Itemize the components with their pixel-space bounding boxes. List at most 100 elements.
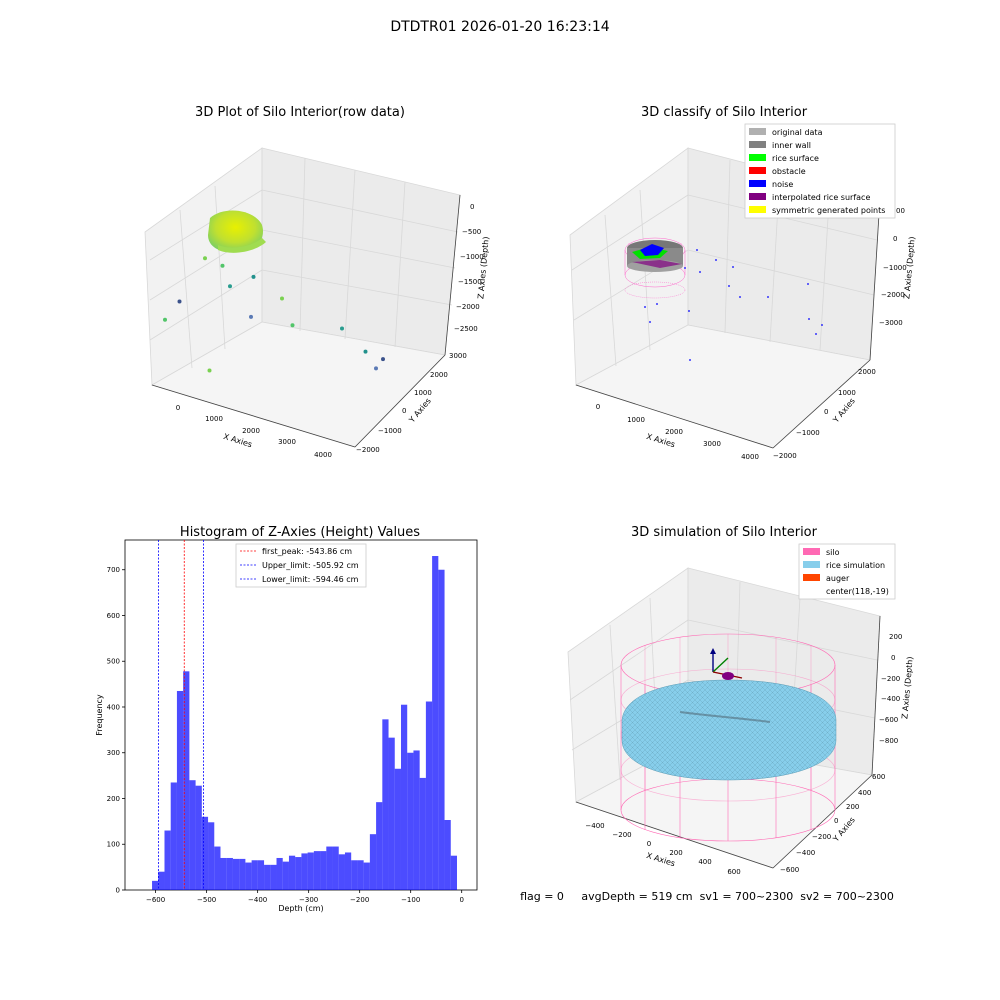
y-tick-labels: 600 400 200 0 −200 −400 −600 — [780, 773, 885, 874]
y-tick-label: −2000 — [773, 452, 797, 460]
histogram-bar — [388, 737, 395, 890]
noise-point — [807, 283, 809, 285]
noise-point — [689, 359, 691, 361]
x-tick-labels: −400 −200 0 200 400 600 — [585, 822, 740, 876]
y-ticks: 0 100 200 300 400 500 600 700 — [107, 566, 125, 895]
histogram-bar — [320, 851, 327, 890]
legend-label: silo — [826, 548, 840, 557]
x-tick-label: −200 — [350, 896, 369, 904]
histogram-bar — [376, 802, 383, 890]
x-tick-label: 3000 — [703, 440, 721, 448]
histogram-bar — [344, 852, 352, 890]
legend-label: symmetric generated points — [772, 206, 885, 215]
y-tick-label: 0 — [116, 887, 120, 895]
z-tick-label: −2500 — [454, 325, 478, 333]
legend-item: Lower_limit: -594.46 cm — [240, 575, 359, 584]
histogram-bar — [270, 864, 277, 890]
noise-point — [684, 267, 686, 269]
histogram-bar — [264, 864, 271, 890]
classified-silo — [624, 237, 686, 299]
histogram-bar — [288, 855, 296, 890]
y-tick-label: −2000 — [356, 446, 380, 454]
y-tick-label: 2000 — [858, 368, 876, 376]
x-tick-label: −300 — [299, 896, 318, 904]
histogram-bar — [245, 862, 252, 890]
histogram-bar — [301, 853, 308, 890]
y-tick-label: 100 — [107, 841, 120, 849]
status-footer: flag = 0 avgDepth = 519 cm sv1 = 700~230… — [520, 890, 894, 903]
y-tick-label: 2000 — [430, 371, 448, 379]
histogram-bar — [251, 860, 258, 890]
scatter-point — [340, 326, 344, 331]
histogram-bar — [407, 752, 414, 890]
z-tick-label: 200 — [889, 633, 902, 641]
histogram-bar — [208, 822, 215, 890]
x-tick-labels: 0 1000 2000 3000 4000 — [596, 403, 759, 461]
legend-label: Lower_limit: -594.46 cm — [262, 575, 359, 584]
histogram-bar — [183, 671, 190, 890]
y-tick-label: −1000 — [378, 427, 402, 435]
z-axis-line — [869, 197, 881, 361]
histogram-bar — [176, 690, 184, 890]
y-axis-label: Frequency — [95, 694, 104, 736]
histogram-bar — [195, 785, 202, 890]
y-axis-line — [772, 359, 871, 449]
x-tick-label: 0 — [459, 896, 463, 904]
auger — [710, 648, 743, 680]
legend-label: auger — [826, 574, 850, 583]
panel-raw-3d: 3D Plot of Silo Interior(row data) 0 100… — [144, 105, 491, 459]
noise-point — [649, 321, 651, 323]
noise-point — [728, 285, 730, 287]
legend-item: first_peak: -543.86 cm — [240, 547, 352, 556]
y-tick-label: 500 — [107, 658, 120, 666]
z-tick-label: −3000 — [879, 319, 903, 327]
noise-point — [699, 271, 701, 273]
histogram-bar — [394, 768, 401, 890]
z-tick-label: −2000 — [456, 303, 480, 311]
legend-item: symmetric generated points — [749, 206, 885, 215]
noise-point — [808, 318, 810, 320]
z-tick-label: −1500 — [458, 278, 482, 286]
histogram-bar — [295, 857, 302, 890]
histogram-bar — [170, 782, 177, 890]
noise-point — [821, 324, 823, 326]
histogram-bar — [369, 834, 377, 890]
panel-simulation-3d: 3D simulation of Silo Interior — [567, 525, 915, 876]
z-tick-label: 0 — [470, 203, 474, 211]
x-tick-label: −400 — [585, 822, 604, 830]
z-tick-label: −400 — [881, 695, 900, 703]
noise-point — [732, 266, 734, 268]
histogram-bar — [214, 846, 221, 890]
scatter-points — [163, 256, 385, 373]
legend-item: noise — [749, 180, 793, 189]
noise-point — [715, 259, 717, 261]
legend-item: Upper_limit: -505.92 cm — [240, 561, 359, 570]
noise-point — [815, 333, 817, 335]
z-tick-label: −1000 — [883, 264, 907, 272]
x-axis-line — [151, 384, 356, 448]
y-tick-label: 400 — [858, 789, 871, 797]
z-tick-label: 00 — [896, 207, 905, 215]
y-tick-label: 0 — [834, 817, 838, 825]
x-tick-label: 1000 — [627, 416, 645, 424]
noise-point — [688, 310, 690, 312]
histogram-bar — [232, 858, 240, 890]
histogram-bar — [382, 719, 389, 890]
legend-item: auger — [803, 574, 850, 583]
y-tick-label: 400 — [107, 703, 120, 711]
chart-title: 3D Plot of Silo Interior(row data) — [195, 105, 405, 120]
z-tick-label: 0 — [891, 654, 895, 662]
rice-surface — [621, 679, 837, 781]
scatter-point — [280, 296, 284, 301]
y-tick-label: 600 — [107, 612, 120, 620]
x-axis-line — [575, 384, 774, 449]
y-tick-label: −200 — [812, 833, 831, 841]
histogram-bar — [438, 569, 445, 890]
legend-label: noise — [772, 180, 793, 189]
scatter-point — [228, 284, 232, 289]
legend: silo rice simulation auger center(118,-1… — [798, 543, 896, 600]
z-tick-labels: 0 −500 −1000 −1500 −2000 −2500 — [454, 203, 484, 333]
y-axis-line — [772, 774, 873, 869]
x-tick-label: −600 — [146, 896, 165, 904]
